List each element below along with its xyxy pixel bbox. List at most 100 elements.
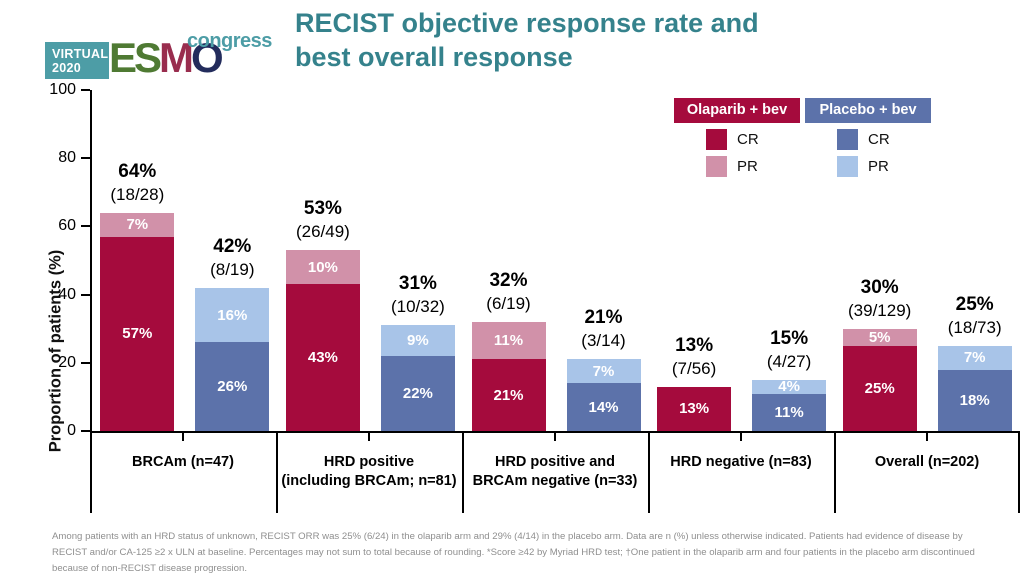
total-fraction: (6/19) [486,293,531,313]
segment-pr-placebo-group-5: 7% [937,345,1012,370]
segment-cr-olaparib-group-5: 25% [842,345,917,431]
segment-pr-olaparib-group-2: 10% [285,250,360,285]
bar-placebo-group-5: 7% 18% [937,345,1012,431]
legend-item-olaparib-pr: PR [674,156,800,177]
total-percent: 13% [675,334,714,356]
pr-value-label: 7% [126,216,149,234]
bar-placebo-group-1: 16% 26% [195,287,270,431]
category-separator-2 [462,433,464,513]
cr-value-label: 11% [774,403,804,421]
segment-cr-placebo-group-3: 14% [566,383,641,431]
category-separator-3 [648,433,650,513]
placebo-cr-swatch [837,129,858,150]
footnote-line-3: because of non-RECIST disease progressio… [52,563,248,574]
cr-value-label: 18% [959,391,990,409]
segment-pr-placebo-group-1: 16% [195,287,270,343]
pr-value-label: 16% [217,306,248,324]
total-label-olaparib-group-4: 13% (7/56) [629,334,759,380]
total-percent: 53% [303,198,342,220]
pr-value-label: 10% [307,258,338,276]
congress-label: congress [187,30,272,52]
bar-placebo-group-2: 9% 22% [380,325,455,431]
pr-value-label: 9% [407,332,429,350]
category-label-2: HRD positive (including BRCAm; n=81) [276,453,462,491]
segment-cr-olaparib-group-3: 21% [471,359,546,431]
total-label-olaparib-group-1: 64% (18/28) [72,160,202,206]
olaparib-pr-swatch [706,156,727,177]
segment-pr-placebo-group-4: 4% [752,379,827,394]
segment-pr-placebo-group-2: 9% [380,325,455,356]
total-label-olaparib-group-3: 32% (6/19) [444,269,574,315]
total-percent: 15% [770,327,809,349]
total-percent: 32% [489,269,528,291]
y-tick-100 [81,89,90,91]
title-line-1: RECIST objective response rate and [295,8,759,38]
y-tick-label-60: 60 [58,217,76,235]
esmo-congress-logo: VIRTUAL 2020 ESMO congress [45,30,275,85]
legend-olaparib-column: Olaparib + bev CR PR [674,98,800,177]
segment-cr-placebo-group-2: 22% [380,356,455,431]
category-label-line: (including BRCAm; n=81) [281,473,457,489]
olaparib-cr-swatch [706,129,727,150]
segment-cr-olaparib-group-2: 43% [285,284,360,431]
bar-olaparib-group-1: 7% 57% [100,212,175,431]
footnote-line-1: Among patients with an HRD status of unk… [52,531,963,542]
total-percent: 64% [118,160,157,182]
pr-value-label: 7% [592,362,615,380]
category-center-tick-3 [554,433,556,441]
legend-olaparib-header: Olaparib + bev [674,98,800,123]
category-center-tick-2 [368,433,370,441]
cr-value-label: 22% [402,385,433,402]
plot-area: Proportion of patients (%) 0 20 40 60 80 100 7… [47,81,1020,452]
y-tick-label-100: 100 [49,81,76,98]
segment-cr-olaparib-group-4: 13% [657,386,732,431]
total-fraction: (3/14) [581,331,626,351]
bar-olaparib-group-2: 10% 43% [285,250,360,431]
segment-pr-placebo-group-3: 7% [566,359,641,384]
placebo-pr-swatch [837,156,858,177]
total-percent: 31% [398,273,437,295]
category-axis: BRCAm (n=47) HRD positive (including BRCAm… [90,433,1020,519]
bar-olaparib-group-5: 5% 25% [842,328,917,431]
legend-item-olaparib-cr: CR [674,129,800,150]
total-label-placebo-group-2: 31% (10/32) [353,272,483,318]
year-label: 2020 [52,61,82,75]
category-center-tick-5 [926,433,928,441]
bar-olaparib-group-4: 13% [657,386,732,431]
y-tick-60 [81,225,90,228]
y-tick-label-0: 0 [67,422,76,439]
segment-pr-olaparib-group-1: 7% [100,212,175,237]
legend: Olaparib + bev CR PR Placebo + bev CR PR [674,98,931,177]
category-label-line: BRCAm negative (n=33) [472,473,638,489]
y-tick-label-80: 80 [58,149,76,167]
esmo-wordmark: ESMO [109,34,224,82]
placebo-cr-label: CR [868,131,890,148]
segment-pr-olaparib-group-3: 11% [471,321,546,360]
cr-value-label: 43% [307,349,338,367]
total-fraction: (26/49) [295,222,350,242]
y-tick-40 [81,293,90,296]
total-percent: 25% [955,293,994,315]
esmo-letter-e: E [109,34,137,81]
esmo-letter-o: O [191,34,224,81]
y-tick-80 [81,157,90,160]
esmo-letter-m: M [159,34,194,81]
footnote-line-2: RECIST and/or CA-125 ≥2 x ULN at baselin… [52,547,975,558]
slide-title: RECIST objective response rate and best … [295,6,759,74]
segment-cr-placebo-group-1: 26% [195,342,270,431]
bar-placebo-group-4: 4% 11% [752,379,827,431]
legend-item-placebo-pr: PR [805,156,931,177]
virtual-2020-badge: VIRTUAL 2020 [45,42,109,79]
olaparib-pr-label: PR [737,158,758,175]
pr-value-label: 7% [963,349,986,367]
y-tick-label-40: 40 [58,285,76,303]
olaparib-cr-label: CR [737,131,759,148]
category-label-4: HRD negative (n=83) [648,453,834,472]
segment-pr-olaparib-group-5: 5% [842,328,917,346]
cr-value-label: 57% [122,325,153,343]
category-label-line: HRD positive [323,454,415,470]
total-label-placebo-group-5: 25% (18/73) [910,293,1029,339]
category-separator-1 [276,433,278,513]
total-fraction: (7/56) [671,358,717,378]
